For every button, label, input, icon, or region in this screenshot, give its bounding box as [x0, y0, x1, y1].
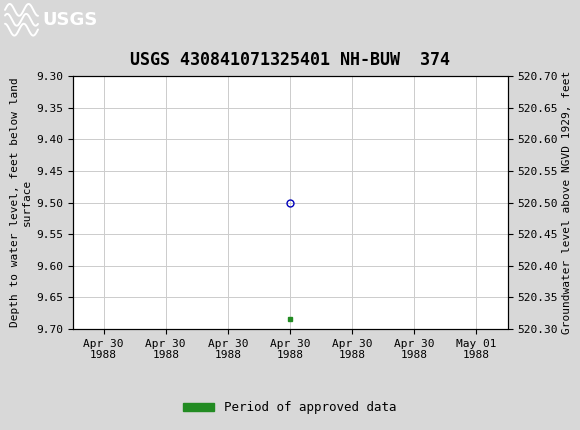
- Y-axis label: Depth to water level, feet below land
surface: Depth to water level, feet below land su…: [10, 78, 32, 327]
- Text: USGS: USGS: [42, 11, 97, 29]
- Text: USGS 430841071325401 NH-BUW  374: USGS 430841071325401 NH-BUW 374: [130, 51, 450, 69]
- Y-axis label: Groundwater level above NGVD 1929, feet: Groundwater level above NGVD 1929, feet: [562, 71, 572, 334]
- Legend: Period of approved data: Period of approved data: [178, 396, 402, 419]
